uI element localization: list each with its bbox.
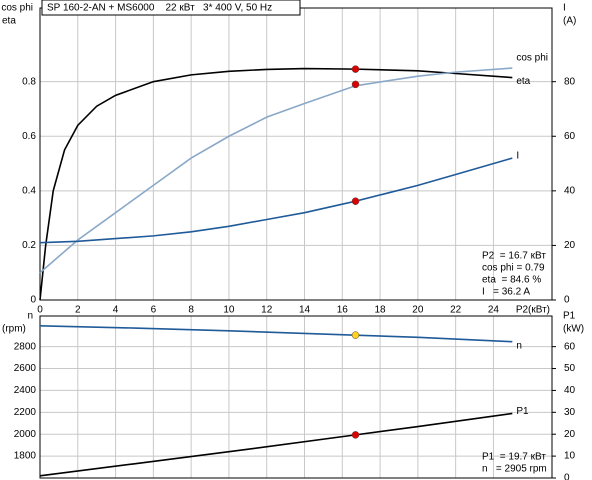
series-line: [39, 325, 513, 343]
y-tick-label: 2600: [14, 363, 37, 374]
y2-axis-label: I: [563, 3, 566, 14]
info-text: P1 = 19.7 кВт: [482, 452, 546, 463]
y2-axis-label: (kW): [563, 324, 584, 335]
y2-tick-label: 40: [564, 185, 576, 196]
operating-point: [351, 331, 360, 339]
x-tick-label: 0: [37, 305, 43, 316]
chart-title: SP 160-2-AN + MS6000 22 кВт 3* 400 V, 50…: [47, 3, 272, 14]
series-label: I: [516, 151, 519, 162]
series-line: [39, 157, 513, 244]
y2-axis-label: (A): [563, 16, 576, 27]
y-tick-label: 2400: [14, 385, 37, 396]
series-line: [39, 412, 513, 477]
x-tick-label: 8: [188, 305, 194, 316]
x-tick-label: 12: [261, 305, 273, 316]
x-tick-label: 6: [151, 305, 157, 316]
x-tick-label: 16: [337, 305, 349, 316]
x-tick-label: 18: [375, 305, 387, 316]
y-tick-label: 0: [30, 295, 36, 306]
y2-tick-label: 20: [564, 429, 576, 440]
x-tick-label: 20: [412, 305, 424, 316]
y-axis-label: cos phi: [1, 3, 33, 14]
series-line: [39, 67, 513, 274]
operating-point: [351, 80, 360, 89]
y2-tick-label: 20: [564, 240, 576, 251]
x-tick-label: 22: [450, 305, 462, 316]
x-axis-label: P2(кВт): [516, 305, 550, 316]
title-box: [41, 0, 301, 16]
operating-point: [351, 65, 360, 73]
y2-tick-label: 10: [564, 451, 576, 462]
y-axis-label: n: [27, 311, 33, 322]
x-tick-label: 10: [223, 305, 235, 316]
series-label: P1: [516, 406, 529, 417]
series-line: [39, 67, 513, 301]
series-label: n: [516, 340, 522, 351]
y2-tick-label: 0: [564, 295, 570, 306]
x-tick-label: 2: [75, 305, 81, 316]
y2-tick-label: 60: [564, 131, 576, 142]
y-tick-label: 2200: [14, 407, 37, 418]
x-tick-label: 24: [488, 305, 500, 316]
operating-point: [351, 197, 360, 205]
y2-tick-label: 60: [564, 341, 576, 352]
info-text: cos phi = 0.79: [482, 263, 545, 274]
x-tick-label: 4: [113, 305, 119, 316]
info-text: n = 2905 rpm: [482, 464, 547, 475]
info-text: I = 36.2 A: [482, 287, 530, 298]
operating-point: [351, 431, 360, 439]
plot-frame: [39, 315, 553, 479]
y2-tick-label: 40: [564, 385, 576, 396]
y-axis-label: (rpm): [2, 324, 26, 335]
y-tick-label: 2800: [14, 341, 37, 352]
y2-tick-label: 80: [564, 76, 576, 87]
y2-tick-label: 30: [564, 407, 576, 418]
y-tick-label: 0.2: [22, 240, 36, 251]
series-label: cos phi: [516, 53, 548, 64]
y-axis-label: eta: [2, 16, 16, 27]
y-tick-label: 0.4: [22, 185, 36, 196]
y-tick-label: 2000: [14, 429, 37, 440]
y-tick-label: 1800: [14, 451, 37, 462]
y-tick-label: 0.8: [22, 76, 36, 87]
y2-axis-label: P1: [563, 311, 576, 322]
x-tick-label: 14: [299, 305, 311, 316]
info-text: eta = 84.6 %: [482, 275, 541, 286]
y2-tick-label: 0: [564, 473, 570, 480]
info-text: P2 = 16.7 кВт: [482, 251, 546, 262]
series-label: eta: [516, 76, 530, 87]
y2-tick-label: 50: [564, 363, 576, 374]
y-tick-label: 0.6: [22, 131, 36, 142]
